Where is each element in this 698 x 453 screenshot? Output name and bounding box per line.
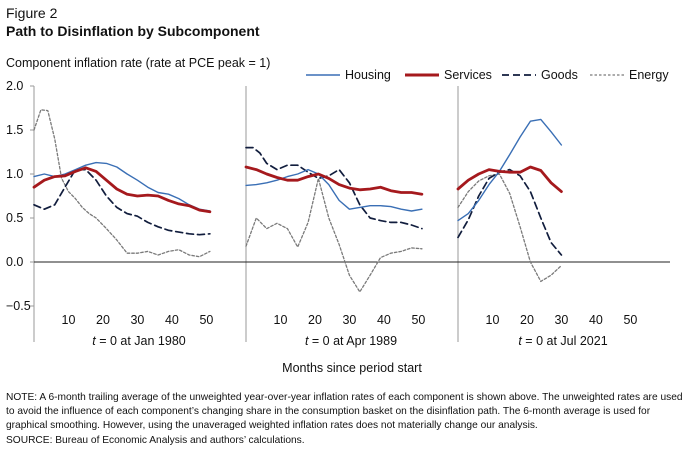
x-tick-label: 30 [554,313,568,327]
x-axis-title: Months since period start [282,361,422,375]
figure-label: Figure 2 [6,5,58,21]
legend-label-energy: Energy [629,68,669,82]
series-line-housing [33,161,211,212]
series-line-services [244,165,424,196]
series-line-goods [33,168,211,236]
legend-label-goods: Goods [541,68,578,82]
legend-swatch-housing [306,74,340,76]
series-line-services [32,166,212,214]
x-tick-label: 10 [62,313,76,327]
y-tick-label: 1.0 [6,167,23,181]
x-tick-label: 10 [486,313,500,327]
series-line-services [456,165,563,194]
chart-note: NOTE: A 6-month trailing average of the … [6,392,683,431]
series-line-energy [457,173,563,283]
series-line-energy [245,177,423,293]
x-tick-label: 20 [96,313,110,327]
y-tick-label: 1.5 [6,123,23,137]
y-tick-label: −0.5 [6,299,31,313]
panel-label: t = 0 at Apr 1989 [305,334,397,348]
x-tick-label: 40 [165,313,179,327]
series-line-goods [245,146,423,230]
chart-source: SOURCE: Bureau of Economic Analysis and … [6,435,305,446]
chart-title: Path to Disinflation by Subcomponent [6,23,260,39]
x-tick-label: 40 [589,313,603,327]
x-tick-label: 30 [342,313,356,327]
x-tick-label: 10 [274,313,288,327]
x-tick-label: 20 [308,313,322,327]
legend-swatch-goods [502,74,536,76]
legend-label-services: Services [444,68,492,82]
x-tick-label: 40 [377,313,391,327]
x-tick-label: 20 [520,313,534,327]
legend-item-goods: Goods [502,68,578,82]
series-line-housing [457,118,563,222]
series-line-housing [245,168,423,212]
legend-item-services: Services [405,68,492,82]
panel-label: t = 0 at Jul 2021 [518,334,607,348]
legend-swatch-services [405,73,439,77]
x-tick-label: 50 [623,313,637,327]
series-line-energy [33,109,211,258]
legend-swatch-energy [590,74,624,76]
y-tick-label: 2.0 [6,79,23,93]
legend: Housing Services Goods Energy [0,68,698,86]
legend-item-energy: Energy [590,68,669,82]
legend-label-housing: Housing [345,68,391,82]
panel-label: t = 0 at Jan 1980 [92,334,186,348]
y-tick-label: 0.0 [6,255,23,269]
x-tick-label: 50 [411,313,425,327]
y-tick-label: 0.5 [6,211,23,225]
series-line-goods [457,168,563,256]
legend-item-housing: Housing [306,68,391,82]
x-tick-label: 50 [199,313,213,327]
x-tick-label: 30 [130,313,144,327]
y-axis-title: Component inflation rate (rate at PCE pe… [6,56,271,70]
